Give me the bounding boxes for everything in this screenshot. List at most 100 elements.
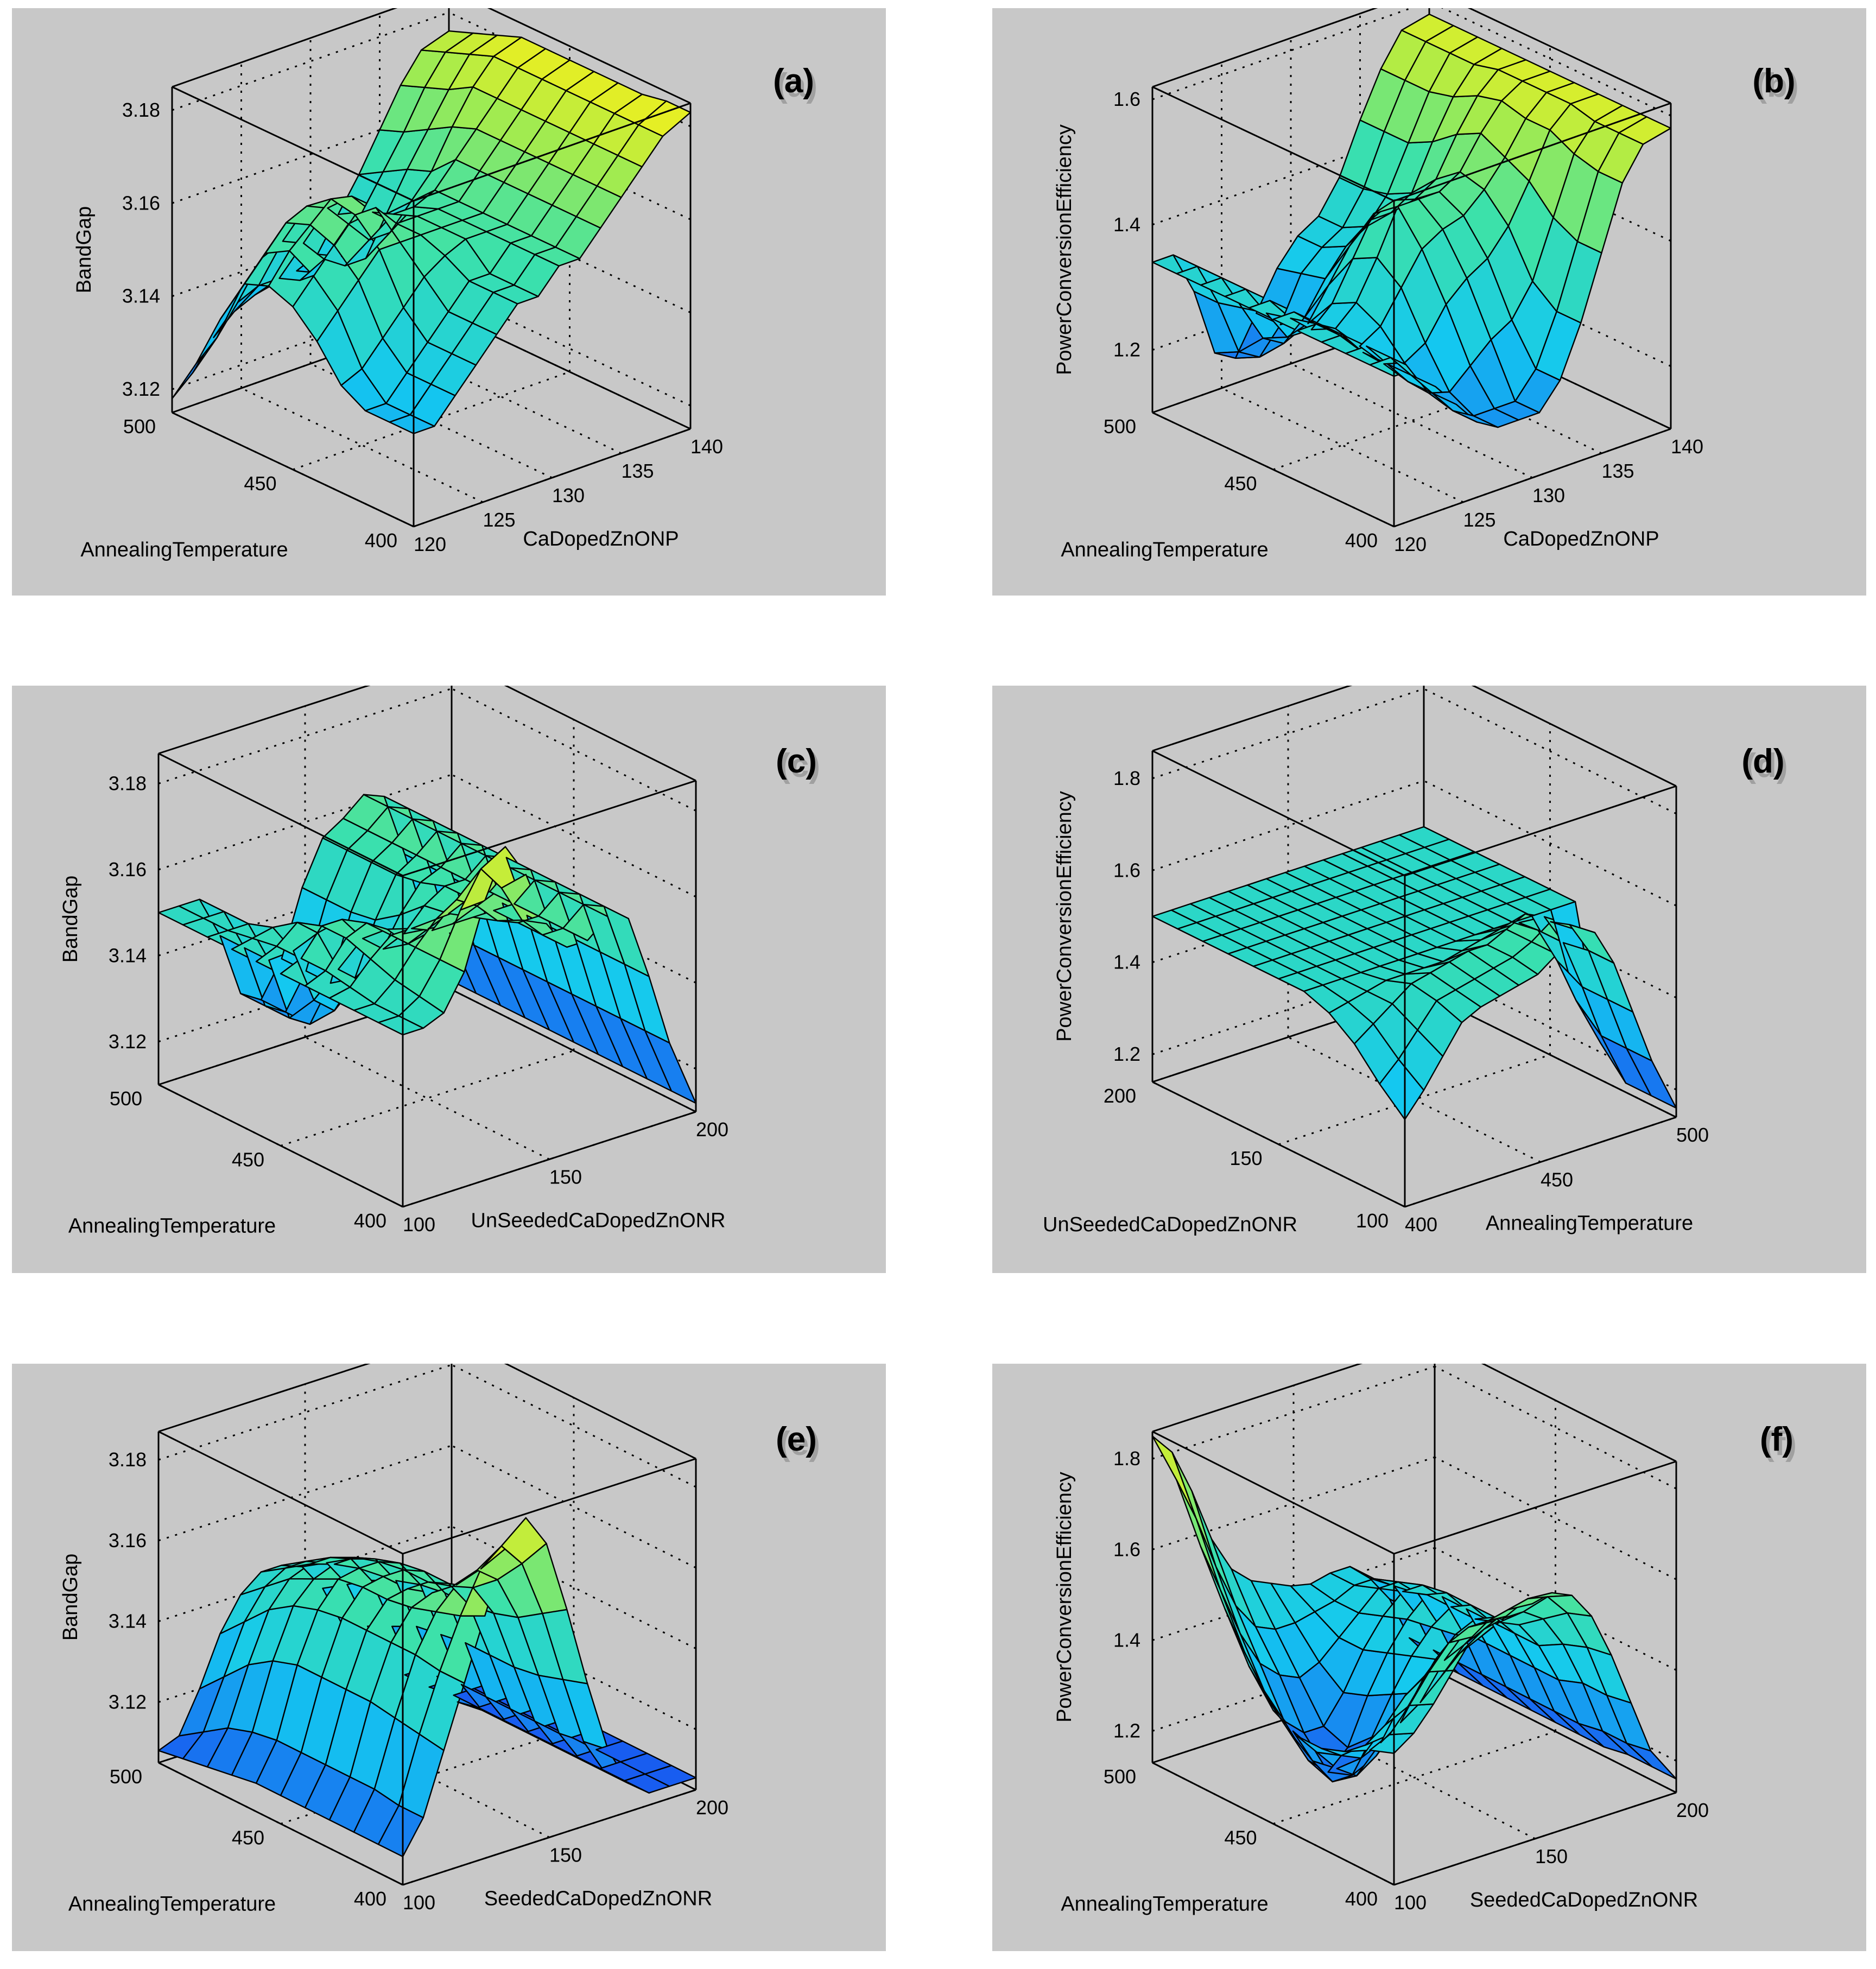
- z-tick-label: 3.12: [109, 1030, 147, 1053]
- y-tick-label: 400: [354, 1210, 386, 1232]
- axis-frame-line: [1467, 8, 1671, 104]
- grid-line: [310, 363, 553, 479]
- z-axis-title: BandGap: [59, 876, 82, 963]
- y-tick-label: 150: [1229, 1147, 1262, 1169]
- axis-frame-line: [1404, 785, 1677, 877]
- axis-frame-line: [1393, 102, 1671, 202]
- panel-label-shadow: (d): [1745, 747, 1788, 784]
- axis-frame-line: [158, 1762, 403, 1886]
- axis-frame-line: [1152, 1430, 1395, 1555]
- axis-frame-line: [487, 8, 691, 104]
- z-axis-title: BandGap: [59, 1554, 82, 1641]
- panel-label: (a): [773, 62, 814, 100]
- x-tick-label: 200: [696, 1796, 728, 1819]
- axis-frame-line: [172, 411, 414, 528]
- grid-line: [451, 774, 696, 898]
- panel-label: (b): [1752, 62, 1795, 100]
- grid-line: [172, 11, 449, 111]
- axis-frame-line: [1152, 750, 1405, 877]
- x-tick-label: 130: [1532, 484, 1565, 507]
- surface-plot-1: 120 125 130 135 140 400 450 500 1.2 1.4 1.6 CaDoped…: [1053, 8, 1799, 561]
- x-tick-label: 150: [549, 1166, 582, 1188]
- grid-line: [448, 290, 691, 407]
- surface-plot-3: 400 450 500 100 150 200 1.2 1.4 1.6 1.8 AnnealingT…: [1043, 686, 1788, 1236]
- axis-frame-line: [504, 1364, 696, 1460]
- z-tick-label: 1.2: [1113, 1043, 1140, 1065]
- z-tick-label: 3.16: [122, 192, 160, 214]
- grid-line: [1429, 251, 1671, 367]
- axis-frame-line: [1404, 1116, 1677, 1208]
- grid-line: [1429, 126, 1671, 242]
- z-tick-label: 3.18: [122, 99, 160, 121]
- grid-line: [1152, 8, 1414, 100]
- x-tick-label: 100: [1394, 1891, 1427, 1914]
- grid-line: [448, 198, 691, 314]
- grid-line: [240, 387, 484, 503]
- y-tick-label: 450: [232, 1149, 264, 1171]
- y-tick-label: 450: [1224, 1827, 1257, 1849]
- axis-frame-line: [413, 428, 691, 528]
- y-tick-label: 500: [110, 1087, 142, 1110]
- axis-frame-line: [504, 686, 696, 782]
- axis-frame-line: [158, 686, 371, 755]
- panel-label: (d): [1741, 743, 1784, 780]
- axis-frame-line: [1152, 1762, 1395, 1886]
- z-tick-label: 3.12: [109, 1691, 147, 1713]
- grid-line: [1152, 688, 1424, 780]
- y-axis-title: AnnealingTemperature: [1061, 1893, 1268, 1916]
- grid-line: [451, 688, 696, 812]
- y-tick-label: 200: [1104, 1085, 1136, 1107]
- grid-line: [1152, 1365, 1435, 1460]
- axis-frame-line: [402, 780, 696, 877]
- panel-label: (e): [776, 1421, 817, 1458]
- y-tick-label: 500: [110, 1765, 142, 1788]
- axis-frame-line: [1152, 1081, 1405, 1208]
- y-tick-label: 400: [354, 1888, 386, 1910]
- x-tick-label: 120: [414, 533, 446, 555]
- x-axis-title: UnSeededCaDopedZnONR: [471, 1210, 726, 1232]
- surface-patch: [638, 100, 692, 137]
- grid-line: [1423, 688, 1677, 815]
- z-tick-label: 1.8: [1113, 1447, 1140, 1470]
- grid-line: [280, 1050, 574, 1147]
- surface-plot-4: 100 150 200 400 450 500 3.12 3.14 3.16 3.18 Seeded…: [59, 1364, 820, 1916]
- x-tick-label: 125: [483, 509, 515, 531]
- x-axis-title: AnnealingTemperature: [1486, 1212, 1693, 1235]
- z-tick-label: 1.2: [1113, 1720, 1140, 1742]
- x-axis-title: CaDopedZnONP: [1503, 528, 1659, 550]
- z-tick-label: 1.6: [1113, 1538, 1140, 1560]
- panel-c: 100 150 200 400 450 500 3.12 3.14 3.16 3.18 UnSeed…: [12, 686, 886, 1273]
- x-tick-label: 140: [690, 435, 723, 458]
- axis-frame-line: [172, 86, 414, 202]
- y-tick-label: 400: [1345, 1888, 1378, 1910]
- z-tick-label: 3.16: [109, 858, 147, 881]
- grid-line: [451, 1445, 696, 1569]
- y-tick-label: 100: [1356, 1210, 1389, 1232]
- x-axis-title: SeededCaDopedZnONR: [484, 1888, 712, 1910]
- axis-frame-line: [158, 1084, 403, 1208]
- x-axis-title: SeededCaDopedZnONR: [1470, 1889, 1698, 1911]
- y-tick-label: 500: [1104, 415, 1136, 438]
- x-tick-label: 150: [1535, 1845, 1568, 1867]
- x-tick-label: 135: [1601, 460, 1634, 482]
- axis-frame-line: [402, 1458, 696, 1555]
- axis-frame-line: [158, 752, 403, 877]
- grid-line: [1434, 1365, 1677, 1490]
- panel-label: (f): [1760, 1421, 1793, 1458]
- surface-plot-0: 120 125 130 135 140 400 450 500 3.12 3.14 3.16 3.18…: [73, 8, 817, 561]
- surface-patch: [1176, 1479, 1221, 1591]
- axis-frame-line: [172, 8, 398, 88]
- axis-frame-line: [158, 1430, 403, 1555]
- axis-frame-line: [1481, 1364, 1677, 1462]
- z-tick-label: 1.4: [1113, 1629, 1140, 1651]
- z-axis-title: PowerConversionEfficiency: [1053, 1472, 1076, 1723]
- y-tick-label: 400: [365, 529, 397, 552]
- surface-patch: [644, 1765, 697, 1787]
- axis-frame-line: [1152, 8, 1378, 88]
- surface-patch: [1626, 1743, 1677, 1780]
- z-tick-label: 3.16: [109, 1529, 147, 1552]
- x-tick-label: 130: [552, 484, 585, 507]
- grid-line: [1359, 338, 1602, 454]
- x-tick-label: 140: [1671, 435, 1703, 458]
- y-axis-title: UnSeededCaDopedZnONR: [1043, 1213, 1297, 1236]
